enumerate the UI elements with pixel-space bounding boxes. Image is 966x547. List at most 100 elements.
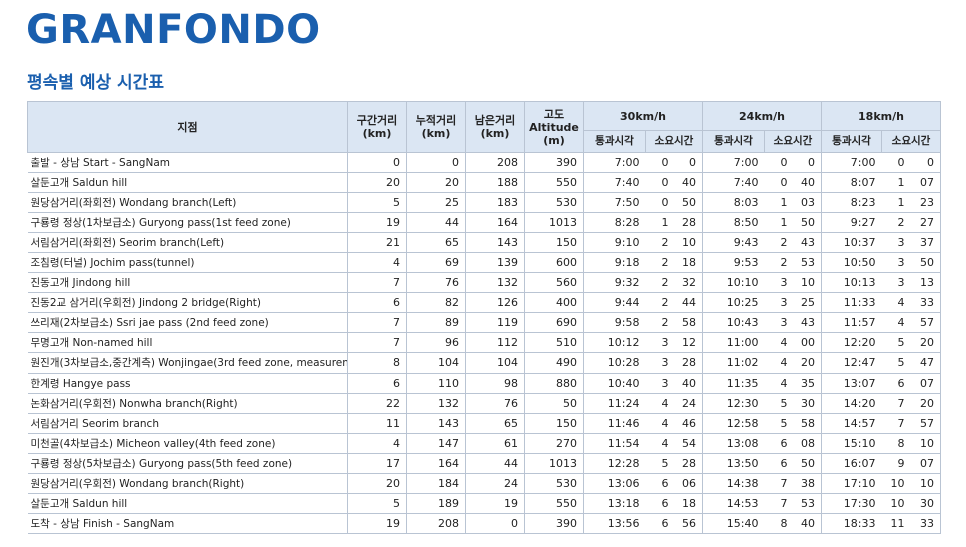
- pass-time-cell-s18: 12:20: [821, 332, 882, 354]
- pass-time-cell-s24: 14:53: [702, 492, 765, 514]
- pass-time-cell-s30: 10:40: [583, 372, 646, 394]
- point-name-cell: 구룡령 정상(5차보급소) Guryong pass(5th feed zone…: [27, 452, 348, 474]
- cumulative-distance-cell: 132: [406, 392, 466, 414]
- header-speed-18: 18km/h: [821, 101, 941, 131]
- point-name-cell: 도착 - 상남 Finish - SangNam: [27, 512, 348, 535]
- point-name-cell: 쓰리재(2차보급소) Ssri jae pass (2nd feed zone): [27, 312, 348, 334]
- section-distance-cell: 5: [347, 192, 407, 214]
- table-row: 진동고개 Jindong hill 7 76 132 560 9:32 2 32 10:10 3 1…: [27, 272, 941, 294]
- section-distance-cell: 20: [347, 472, 407, 494]
- altitude-cell: 530: [524, 192, 584, 214]
- cumulative-distance-cell: 76: [406, 272, 466, 294]
- altitude-cell: 390: [524, 512, 584, 535]
- elapsed-hours-cell-s30: 4: [645, 412, 673, 434]
- remaining-distance-cell: 61: [465, 432, 525, 454]
- point-name-cell: 살둔고개 Saldun hill: [27, 172, 348, 194]
- elapsed-minutes-cell-s18: 07: [908, 372, 941, 394]
- remaining-distance-cell: 44: [465, 452, 525, 474]
- elapsed-minutes-cell-s30: 40: [672, 172, 703, 194]
- remaining-distance-cell: 65: [465, 412, 525, 434]
- cumulative-distance-cell: 184: [406, 472, 466, 494]
- elapsed-hours-cell-s30: 6: [645, 492, 673, 514]
- elapsed-hours-cell-s30: 2: [645, 312, 673, 334]
- pass-time-cell-s30: 12:28: [583, 452, 646, 474]
- pass-time-cell-s24: 9:53: [702, 252, 765, 274]
- elapsed-hours-cell-s18: 3: [881, 232, 909, 254]
- altitude-cell: 390: [524, 151, 584, 174]
- elapsed-hours-cell-s18: 7: [881, 392, 909, 414]
- elapsed-minutes-cell-s24: 50: [791, 212, 822, 234]
- elapsed-hours-cell-s30: 3: [645, 372, 673, 394]
- elapsed-minutes-cell-s30: 58: [672, 312, 703, 334]
- section-distance-cell: 6: [347, 372, 407, 394]
- elapsed-minutes-cell-s24: 25: [791, 292, 822, 314]
- elapsed-hours-cell-s24: 5: [764, 412, 792, 434]
- table-header: 지점 구간거리 (km) 누적거리 (km) 남은거리 (km) 고도 Alti…: [27, 101, 941, 153]
- elapsed-minutes-cell-s30: 28: [672, 212, 703, 234]
- pass-time-cell-s18: 7:00: [821, 151, 882, 174]
- table-row: 원당삼거리(우회전) Wondang branch(Right) 20 184 24 5…: [27, 472, 941, 494]
- elapsed-minutes-cell-s30: 50: [672, 192, 703, 214]
- table-row: 진동2교 삼거리(우회전) Jindong 2 bridge(Right) 6 82…: [27, 292, 941, 314]
- header-pass-time-30: 통과시각: [583, 130, 646, 153]
- point-name-cell: 한계령 Hangye pass: [27, 372, 348, 394]
- pass-time-cell-s24: 12:58: [702, 412, 765, 434]
- remaining-distance-cell: 0: [465, 512, 525, 535]
- elapsed-hours-cell-s24: 5: [764, 392, 792, 414]
- elapsed-hours-cell-s24: 2: [764, 232, 792, 254]
- elapsed-minutes-cell-s24: 40: [791, 172, 822, 194]
- remaining-distance-cell: 24: [465, 472, 525, 494]
- elapsed-hours-cell-s18: 1: [881, 172, 909, 194]
- section-distance-cell: 8: [347, 352, 407, 374]
- pass-time-cell-s30: 9:44: [583, 292, 646, 314]
- elapsed-hours-cell-s18: 5: [881, 332, 909, 354]
- point-name-cell: 구룡령 정상(1차보급소) Guryong pass(1st feed zone…: [27, 212, 348, 234]
- altitude-cell: 150: [524, 232, 584, 254]
- point-name-cell: 원당삼거리(우회전) Wondang branch(Right): [27, 472, 348, 494]
- pass-time-cell-s24: 13:50: [702, 452, 765, 474]
- altitude-cell: 510: [524, 332, 584, 354]
- pass-time-cell-s24: 8:50: [702, 212, 765, 234]
- elapsed-hours-cell-s24: 6: [764, 452, 792, 474]
- pass-time-cell-s30: 7:50: [583, 192, 646, 214]
- elapsed-minutes-cell-s18: 07: [908, 452, 941, 474]
- pass-time-cell-s24: 10:10: [702, 272, 765, 294]
- table-row: 살둔고개 Saldun hill 20 20 188 550 7:40 0 40 7:40 0 40…: [27, 172, 941, 194]
- elapsed-hours-cell-s30: 4: [645, 392, 673, 414]
- elapsed-minutes-cell-s24: 35: [791, 372, 822, 394]
- pass-time-cell-s24: 10:43: [702, 312, 765, 334]
- elapsed-hours-cell-s18: 6: [881, 372, 909, 394]
- section-distance-cell: 19: [347, 212, 407, 234]
- pass-time-cell-s30: 10:12: [583, 332, 646, 354]
- point-name-cell: 논화삼거리(우회전) Nonwha branch(Right): [27, 392, 348, 414]
- cumulative-distance-cell: 82: [406, 292, 466, 314]
- elapsed-minutes-cell-s18: 37: [908, 232, 941, 254]
- pass-time-cell-s18: 10:50: [821, 252, 882, 274]
- elapsed-minutes-cell-s18: 10: [908, 432, 941, 454]
- elapsed-minutes-cell-s24: 43: [791, 312, 822, 334]
- point-name-cell: 살둔고개 Saldun hill: [27, 492, 348, 514]
- elapsed-minutes-cell-s30: 10: [672, 232, 703, 254]
- pass-time-cell-s30: 9:10: [583, 232, 646, 254]
- pass-time-cell-s30: 9:32: [583, 272, 646, 294]
- remaining-distance-cell: 126: [465, 292, 525, 314]
- pass-time-cell-s18: 13:07: [821, 372, 882, 394]
- elapsed-minutes-cell-s30: 06: [672, 472, 703, 494]
- elapsed-hours-cell-s18: 0: [881, 151, 909, 174]
- elapsed-hours-cell-s30: 2: [645, 272, 673, 294]
- elapsed-minutes-cell-s18: 13: [908, 272, 941, 294]
- elapsed-hours-cell-s24: 6: [764, 432, 792, 454]
- elapsed-hours-cell-s30: 6: [645, 472, 673, 494]
- section-distance-cell: 4: [347, 432, 407, 454]
- header-speed-30: 30km/h: [583, 101, 703, 131]
- page-subtitle: 평속별 예상 시간표: [27, 73, 164, 93]
- altitude-cell: 1013: [524, 212, 584, 234]
- elapsed-minutes-cell-s30: 44: [672, 292, 703, 314]
- remaining-distance-cell: 119: [465, 312, 525, 334]
- pass-time-cell-s24: 15:40: [702, 512, 765, 535]
- altitude-cell: 490: [524, 352, 584, 374]
- pass-time-cell-s24: 8:03: [702, 192, 765, 214]
- elapsed-minutes-cell-s30: 18: [672, 492, 703, 514]
- table-row: 도착 - 상남 Finish - SangNam 19 208 0 390 13:56 6 5…: [27, 512, 941, 535]
- table-row: 미천골(4차보급소) Micheon valley(4th feed zone)…: [27, 432, 941, 454]
